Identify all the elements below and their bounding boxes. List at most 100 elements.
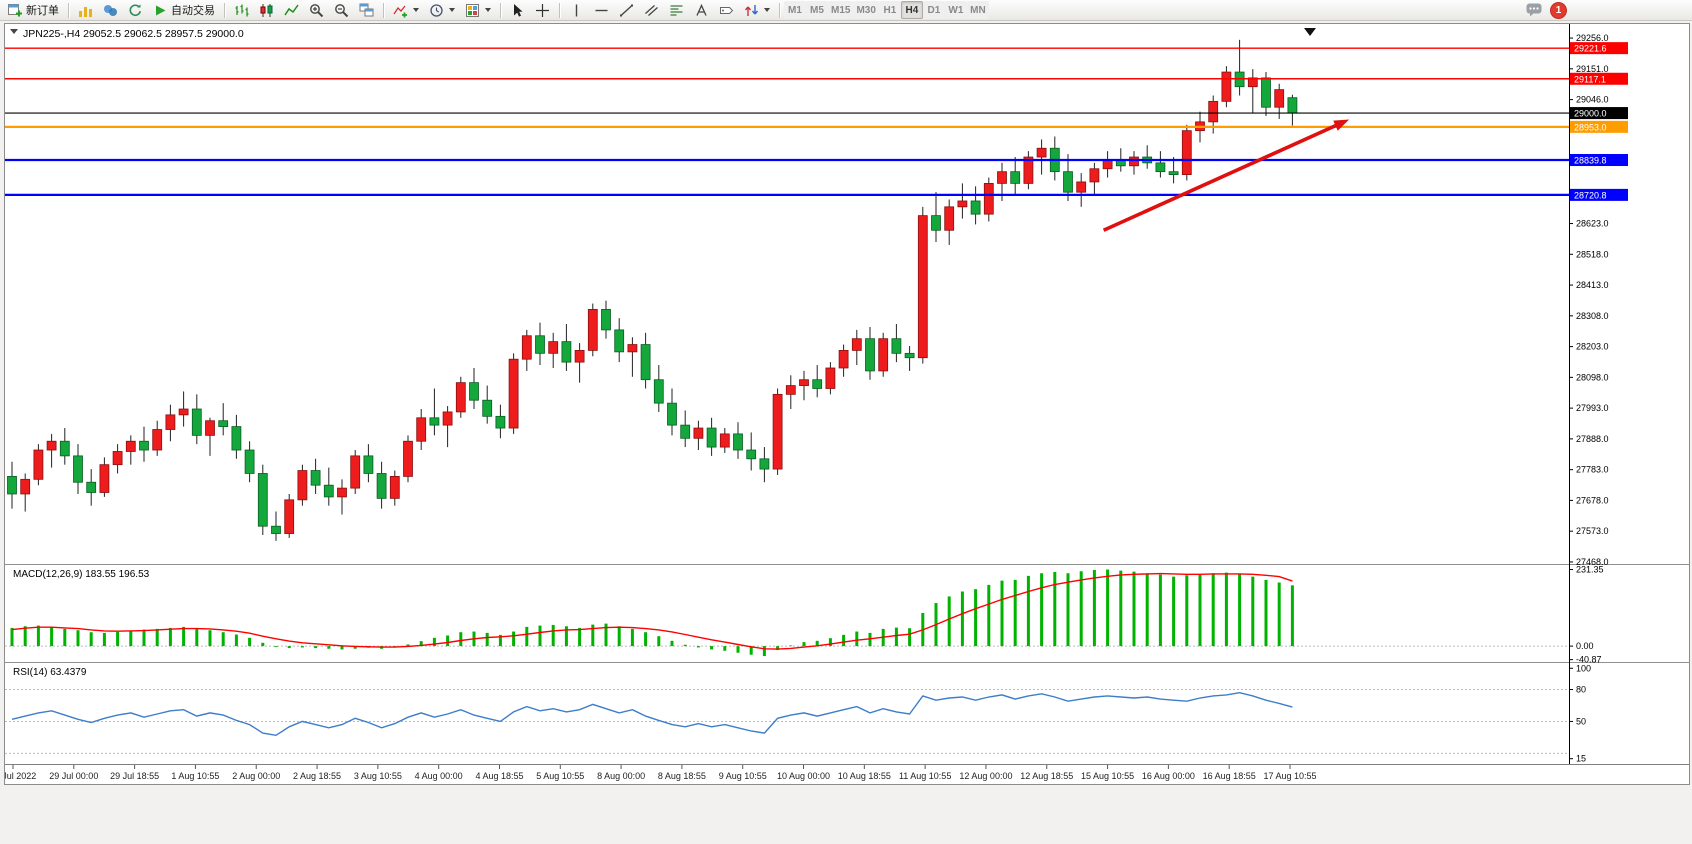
candle-bullish: [165, 414, 176, 430]
candle-bullish: [587, 308, 598, 351]
new-order-button[interactable]: 新订单: [4, 1, 63, 19]
candle-bearish: [733, 433, 743, 451]
indicators-button[interactable]: [389, 1, 423, 19]
candle-bullish: [112, 451, 123, 466]
vertical-line-tool-button[interactable]: [565, 1, 588, 19]
candle-bullish: [983, 182, 994, 215]
candle-bearish: [653, 379, 664, 404]
chart-collapse-triangle[interactable]: [10, 29, 18, 34]
text-tool-button[interactable]: [690, 1, 713, 19]
time-axis-label: 10 Aug 00:00: [777, 771, 830, 781]
candle-bearish: [469, 382, 479, 401]
candle-bearish: [59, 440, 70, 457]
price-tag-label: 29221.6: [1574, 44, 1607, 54]
price-axis-label: 29046.0: [1576, 95, 1609, 105]
candle-bullish: [152, 429, 163, 451]
price-axis-label: 28518.0: [1576, 249, 1609, 259]
bars-chart-button[interactable]: [230, 1, 253, 19]
toolbar-separator: [383, 2, 384, 18]
rsi-axis-label: 15: [1576, 754, 1586, 764]
cursor-button[interactable]: [506, 1, 529, 19]
candle-bullish: [957, 200, 968, 208]
candle-bearish: [680, 424, 691, 439]
periods-button[interactable]: [425, 1, 459, 19]
price-tag: [1570, 154, 1628, 167]
candle-bearish: [601, 308, 611, 331]
price-axis-label: 27468.0: [1576, 557, 1609, 567]
toolbar: 新订单 自动交易: [0, 0, 1692, 21]
arrows-tool-button[interactable]: [740, 1, 774, 19]
market-watch-button[interactable]: [99, 1, 122, 19]
candle-bearish: [271, 525, 281, 534]
candle-bullish: [442, 411, 453, 426]
toolbar-separator: [500, 2, 501, 18]
candle-bearish: [363, 455, 374, 474]
candle-bullish: [693, 427, 704, 439]
time-axis-label: 2 Aug 00:00: [232, 771, 280, 781]
candle-bullish: [284, 499, 295, 534]
candle-bullish: [878, 338, 889, 372]
refresh-button[interactable]: [124, 1, 147, 19]
timeframe-d1-button[interactable]: D1: [922, 1, 945, 19]
timeframe-m1-button[interactable]: M1: [784, 1, 806, 19]
templates-button[interactable]: [461, 1, 495, 19]
timeframe-m15-button[interactable]: M15: [828, 1, 854, 19]
candle-bearish: [535, 335, 545, 354]
candle-bullish: [455, 382, 466, 413]
price-axis-label: 28308.0: [1576, 311, 1609, 321]
candle-bearish: [376, 473, 387, 499]
candle-bullish: [350, 455, 361, 489]
candle-bearish: [812, 379, 823, 389]
time-axis-label: 16 Aug 18:55: [1203, 771, 1256, 781]
time-axis-label: 5 Aug 10:55: [536, 771, 584, 781]
candle-bullish: [1102, 159, 1113, 170]
time-axis-label: 1 Aug 10:55: [171, 771, 219, 781]
timeframe-mn-button[interactable]: MN: [966, 1, 989, 19]
rsi-axis-label: 80: [1576, 685, 1586, 695]
candle-bullish: [785, 385, 796, 395]
candle-bearish: [323, 484, 334, 498]
candle-bullish: [1221, 71, 1232, 102]
chat-icon[interactable]: [1526, 3, 1542, 22]
time-axis-label: 12 Aug 00:00: [959, 771, 1012, 781]
line-chart-button[interactable]: [280, 1, 303, 19]
zoom-out-button[interactable]: [330, 1, 353, 19]
channel-tool-button[interactable]: [640, 1, 663, 19]
autotrading-play-icon: [156, 5, 166, 15]
refresh-icon: [129, 3, 141, 16]
label-tool-button[interactable]: [715, 1, 738, 19]
candle-bearish: [482, 399, 493, 417]
tile-windows-button[interactable]: [355, 1, 378, 19]
chevron-down-icon: [764, 8, 770, 12]
fibonacci-tool-button[interactable]: [665, 1, 688, 19]
candlestick-chart-button[interactable]: [255, 1, 278, 19]
charts-button[interactable]: [74, 1, 97, 19]
candle-bullish: [521, 335, 532, 360]
timeframe-h1-button[interactable]: H1: [878, 1, 901, 19]
crosshair-button[interactable]: [531, 1, 554, 19]
timeframe-w1-button[interactable]: W1: [944, 1, 967, 19]
notification-badge[interactable]: 1: [1551, 3, 1566, 18]
trend-arrow-head[interactable]: [1333, 119, 1350, 131]
candle-bullish: [1247, 77, 1258, 88]
timeframe-m5-button[interactable]: M5: [806, 1, 828, 19]
candle-bearish: [1261, 77, 1271, 108]
candle-bearish: [1155, 162, 1166, 173]
candle-bullish: [1076, 181, 1087, 193]
trend-arrow-line[interactable]: [1102, 122, 1340, 232]
macd-axis-label: 231.35: [1576, 565, 1604, 575]
shift-end-triangle[interactable]: [1304, 28, 1316, 36]
timeframe-h4-button[interactable]: H4: [900, 1, 923, 19]
horizontal-line-tool-button[interactable]: [590, 1, 613, 19]
trendline-tool-button[interactable]: [615, 1, 638, 19]
price-tag: [1570, 188, 1628, 201]
time-axis-label: 12 Aug 18:55: [1020, 771, 1073, 781]
zoom-in-button[interactable]: [305, 1, 328, 19]
fibonacci-icon: [670, 4, 683, 16]
time-axis-label: 3 Aug 10:55: [354, 771, 402, 781]
autotrading-button[interactable]: 自动交易: [149, 1, 219, 19]
candle-bearish: [495, 415, 506, 429]
chart-canvas[interactable]: 29221.6 29117.1 29000.0 28953.0 28839.8 28720…: [5, 24, 1689, 784]
timeframe-m30-button[interactable]: M30: [853, 1, 879, 19]
candle-bearish: [310, 470, 321, 486]
